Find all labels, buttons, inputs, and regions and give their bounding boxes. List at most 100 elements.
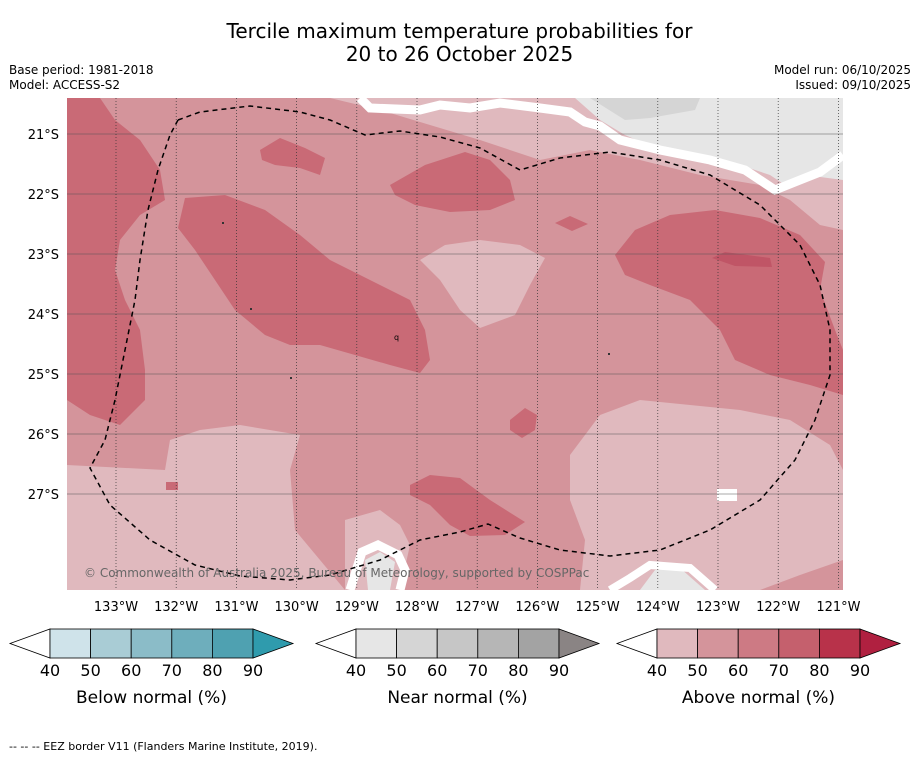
colorbar-low-arrow (314, 628, 357, 659)
white-gap-top (356, 98, 843, 196)
island-dot (222, 222, 224, 224)
colorbar-title: Below normal (%) (76, 688, 227, 708)
colorbar-title: Above normal (%) (682, 688, 835, 708)
lat-label: 27°S (28, 488, 59, 503)
colorbar-segment (697, 628, 739, 659)
lat-label: 23°S (28, 248, 59, 263)
colorbar-tick: 80 (202, 661, 222, 680)
white-gap-bottomright (607, 560, 718, 590)
region-near-40-bottom (640, 568, 705, 590)
colorbar-segment (477, 628, 519, 659)
colorbar-high-arrow (859, 628, 902, 659)
colorbar-tick: 50 (386, 661, 406, 680)
colorbar-tick: 40 (647, 661, 667, 680)
colorbar-segment (778, 628, 820, 659)
latitude-labels: 21°S 22°S 23°S 24°S 25°S 26°S 27°S (28, 128, 59, 503)
colorbar-tick: 70 (162, 661, 182, 680)
colorbar-1: 40 50 60 70 80 90 Near normal (%) (314, 628, 601, 708)
copyright-text: © Commonwealth of Australia 2025, Bureau… (84, 566, 590, 580)
region-above-60-center (178, 195, 430, 373)
region-above-60-tiny (166, 482, 178, 490)
region-near-50 (590, 98, 700, 120)
region-above-60-small1 (510, 408, 537, 438)
lon-label: 132°W (154, 600, 198, 615)
colorbar-tick: 60 (427, 661, 447, 680)
region-above-60-topleft (260, 138, 325, 175)
colorbar-segment (90, 628, 132, 659)
base-period: Base period: 1981-2018 (9, 63, 154, 77)
colorbar-tick: 80 (809, 661, 829, 680)
region-above-70-east (712, 252, 772, 267)
colorbar-2: 40 50 60 70 80 90 Above normal (%) (615, 628, 902, 708)
lon-label: 130°W (275, 600, 319, 615)
colorbar-segment (211, 628, 254, 659)
lat-label: 21°S (28, 128, 59, 143)
island-dot (608, 353, 610, 355)
model-name: Model: ACCESS-S2 (9, 78, 121, 92)
white-gap-bottom (345, 540, 410, 590)
title-line-1: Tercile maximum temperature probabilitie… (226, 19, 693, 43)
region-above-60-west (67, 98, 165, 425)
region-above-60-east (615, 210, 843, 395)
colorbar-high-arrow (252, 628, 295, 659)
colorbar-segment (396, 628, 438, 659)
colorbar-title: Near normal (%) (387, 688, 527, 708)
colorbar-tick: 40 (346, 661, 366, 680)
eez-border (89, 105, 831, 581)
lon-label: 125°W (576, 600, 620, 615)
lat-label: 25°S (28, 368, 59, 383)
lon-label: 121°W (816, 600, 860, 615)
region-above-40-bottomleft (67, 425, 345, 590)
colorbar-low-arrow (615, 628, 658, 659)
colorbar-tick: 90 (850, 661, 870, 680)
lon-label: 133°W (94, 600, 138, 615)
longitude-labels: 133°W 132°W 131°W 130°W 129°W 128°W 127°W 126°W… (94, 600, 861, 615)
region-above-40-bottomright (570, 400, 843, 590)
legend-colorbars: 40 50 60 70 80 90 Below normal (%) 40 50 60 70 80 90… (8, 628, 902, 708)
lon-label: 127°W (455, 600, 499, 615)
map-title: Tercile maximum temperature probabilitie… (0, 20, 919, 66)
colorbar-tick: 90 (549, 661, 569, 680)
colorbar-low-arrow (8, 628, 51, 659)
model-run: Model run: 06/10/2025 (773, 63, 911, 77)
colorbar-segment (436, 628, 479, 659)
colorbar-tick: 90 (243, 661, 263, 680)
meta-left: Base period: 1981-2018 Model: ACCESS-S2 (9, 63, 154, 93)
colorbar-tick: 60 (121, 661, 141, 680)
region-above-60-south (410, 475, 525, 536)
lat-label: 22°S (28, 188, 59, 203)
lat-label: 26°S (28, 428, 59, 443)
colorbar-tick: 80 (508, 661, 528, 680)
colorbar-segment (819, 628, 861, 659)
colorbar-tick: 70 (769, 661, 789, 680)
colorbar-segment (518, 628, 560, 659)
region-above-60-small2 (555, 216, 588, 231)
colorbar-segment (355, 628, 397, 659)
lon-label: 124°W (636, 600, 680, 615)
colorbar-segment (737, 628, 780, 659)
title-line-2: 20 to 26 October 2025 (345, 42, 574, 66)
colorbar-segment (130, 628, 173, 659)
island-label: q (394, 333, 399, 342)
graticule (67, 98, 843, 590)
colorbar-segment (49, 628, 91, 659)
map-panel: q (67, 98, 843, 590)
colorbar-0: 40 50 60 70 80 90 Below normal (%) (8, 628, 295, 708)
island-dot (250, 308, 252, 310)
lon-label: 131°W (214, 600, 258, 615)
colorbar-tick: 50 (687, 661, 707, 680)
region-near-40-bottomleft (365, 552, 395, 590)
colorbar-tick: 70 (468, 661, 488, 680)
lon-label: 129°W (335, 600, 379, 615)
lon-label: 123°W (696, 600, 740, 615)
lon-label: 126°W (515, 600, 559, 615)
white-gap-small (717, 489, 737, 501)
colorbar-tick: 40 (40, 661, 60, 680)
eez-footnote: -- -- -- EEZ border V11 (Flanders Marine… (9, 740, 318, 753)
colorbar-segment (656, 628, 698, 659)
meta-right: Model run: 06/10/2025 Issued: 09/10/2025 (774, 63, 911, 93)
island-dot (290, 377, 292, 379)
lon-label: 122°W (756, 600, 800, 615)
colorbar-segment (171, 628, 213, 659)
